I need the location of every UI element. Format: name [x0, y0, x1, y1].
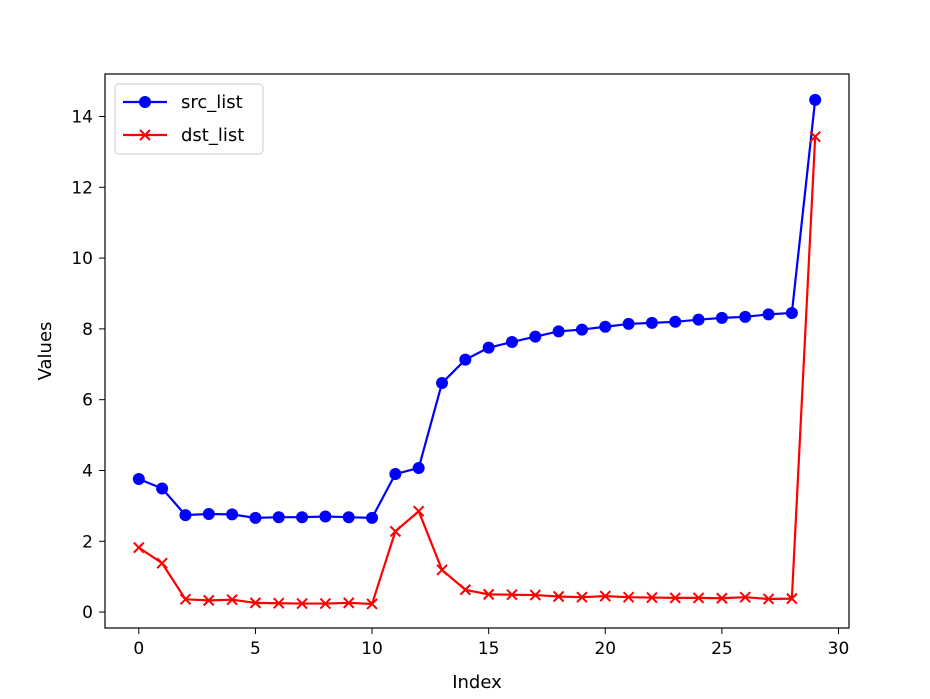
data-point: [622, 591, 635, 603]
x-axis-label: Index: [452, 672, 502, 693]
plot-frame: [104, 73, 850, 629]
y-tick-label: 8: [82, 320, 93, 340]
data-point: [342, 511, 355, 524]
data-point: [786, 592, 798, 605]
data-point: [692, 313, 705, 326]
data-point: [646, 591, 658, 604]
series-dst-list: [133, 130, 821, 610]
data-point: [529, 330, 542, 343]
data-point: [622, 317, 635, 330]
data-point: [202, 508, 215, 521]
data-point: [599, 590, 611, 602]
data-point: [296, 511, 309, 524]
data-point: [505, 335, 518, 348]
data-point: [412, 461, 425, 474]
legend-marker: [139, 129, 151, 141]
y-tick-label: 14: [71, 107, 93, 127]
data-point: [669, 592, 681, 604]
data-point: [156, 557, 168, 569]
data-point: [552, 590, 565, 603]
data-point: [273, 597, 285, 609]
data-point: [809, 93, 822, 106]
data-point: [552, 325, 565, 338]
series-layer: [132, 93, 822, 610]
y-tick-label: 0: [82, 603, 93, 623]
data-point: [599, 320, 612, 333]
data-point: [296, 597, 308, 610]
data-point: [436, 564, 448, 576]
data-point: [762, 308, 775, 321]
data-point: [226, 508, 239, 521]
data-point: [482, 341, 495, 354]
y-axis: 0 2 4 6 8 10 12 14: [71, 107, 105, 623]
data-point: [739, 310, 752, 323]
data-point: [739, 591, 751, 603]
x-tick-label: 15: [478, 639, 500, 659]
data-point: [203, 594, 215, 607]
data-point: [156, 482, 169, 495]
data-point: [249, 511, 262, 524]
data-point: [506, 589, 518, 601]
x-tick-label: 30: [828, 639, 850, 659]
data-point: [389, 525, 402, 538]
legend-label: dst_list: [181, 125, 244, 146]
series-line: [138, 136, 817, 606]
data-point: [389, 468, 402, 481]
x-tick-label: 20: [594, 639, 616, 659]
data-point: [809, 130, 821, 143]
data-point: [133, 541, 145, 554]
data-point: [249, 597, 262, 609]
data-point: [272, 511, 285, 524]
data-point: [343, 597, 355, 609]
y-tick-label: 2: [82, 532, 93, 552]
x-tick-label: 25: [711, 639, 733, 659]
data-point: [576, 591, 588, 603]
y-tick-label: 12: [71, 178, 93, 198]
legend: src_list dst_list: [114, 83, 264, 155]
data-point: [645, 316, 658, 329]
plot-area: [105, 74, 849, 628]
data-point: [436, 377, 449, 390]
data-point: [366, 598, 378, 610]
x-tick-label: 0: [133, 639, 144, 659]
data-point: [669, 315, 682, 328]
x-tick-label: 5: [250, 639, 261, 659]
data-point: [762, 593, 775, 605]
x-tick-label: 10: [361, 639, 383, 659]
legend-marker: [139, 96, 151, 108]
data-point: [459, 353, 472, 366]
data-point: [716, 592, 728, 604]
x-axis: 0 5 10 15 20 25 30: [133, 628, 849, 659]
data-point: [132, 472, 145, 485]
data-point: [482, 588, 495, 601]
y-tick-label: 10: [71, 249, 93, 269]
data-point: [575, 323, 588, 336]
data-point: [692, 592, 705, 604]
data-point: [412, 505, 425, 517]
data-point: [226, 593, 238, 606]
data-point: [785, 306, 798, 319]
data-point: [319, 597, 332, 610]
legend-label: src_list: [181, 92, 243, 113]
y-tick-label: 4: [82, 461, 93, 481]
data-point: [366, 511, 379, 524]
data-point: [319, 510, 332, 523]
y-tick-label: 6: [82, 391, 93, 411]
series-src-list: [132, 93, 822, 524]
data-point: [459, 584, 472, 596]
y-axis-label: Values: [35, 322, 56, 381]
data-point: [529, 589, 542, 601]
data-point: [715, 311, 728, 324]
data-point: [179, 593, 192, 606]
data-point: [179, 509, 192, 522]
